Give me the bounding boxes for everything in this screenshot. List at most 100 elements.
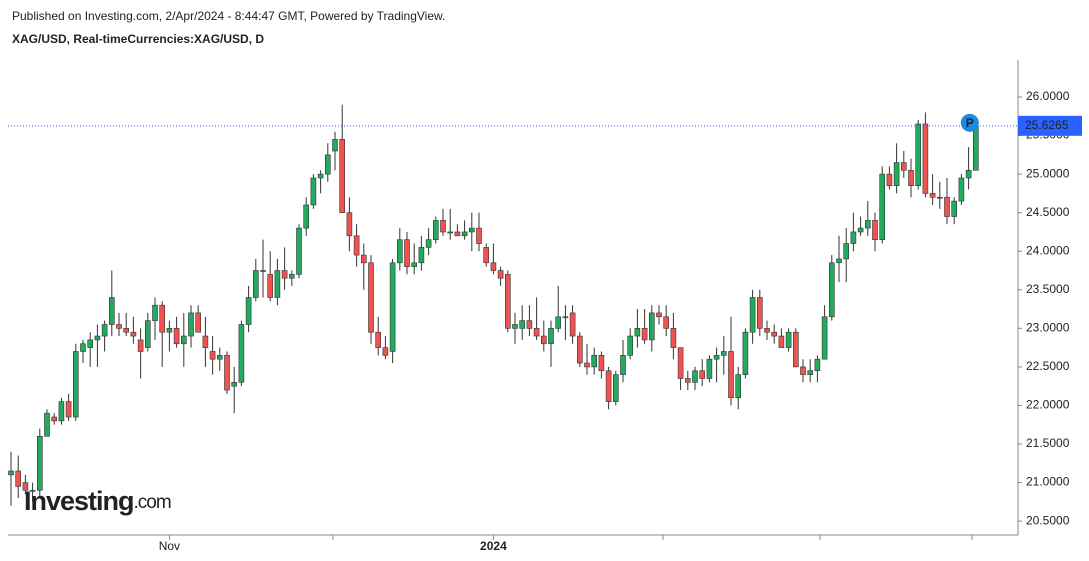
last-price-label: 25.6265 xyxy=(1025,118,1069,132)
candle-body xyxy=(735,374,742,399)
candle-body xyxy=(8,470,14,476)
candle-body xyxy=(346,212,353,237)
candle-body xyxy=(843,243,850,260)
candle-body xyxy=(756,297,763,329)
candle-body xyxy=(382,347,389,356)
candle-body xyxy=(951,200,958,217)
candle-body xyxy=(879,173,886,240)
candle-body xyxy=(310,177,317,206)
candle-body xyxy=(411,262,418,267)
candle-body xyxy=(202,335,209,348)
logo: Investing.com xyxy=(24,486,171,516)
y-tick-label: 20.5000 xyxy=(1026,513,1070,527)
candle-body xyxy=(22,482,29,491)
candle-body xyxy=(850,231,857,244)
candle-body xyxy=(540,335,547,345)
candle-body xyxy=(821,316,828,360)
candle-body xyxy=(195,312,201,333)
candle-body xyxy=(929,193,936,198)
candle-body xyxy=(576,335,583,364)
candle-body xyxy=(936,196,943,199)
candle-body xyxy=(253,270,259,298)
candle-body xyxy=(519,320,526,329)
candle-body xyxy=(533,328,540,337)
candle-body xyxy=(396,239,403,264)
candle-body xyxy=(684,378,691,383)
candle-body xyxy=(620,355,626,375)
candle-body xyxy=(461,231,468,237)
candle-body xyxy=(677,347,684,379)
candle-body xyxy=(915,123,922,186)
candle-body xyxy=(29,489,36,492)
candle-body xyxy=(231,382,237,387)
candle-body xyxy=(145,320,151,348)
candle-body xyxy=(389,262,396,352)
y-tick-label: 21.0000 xyxy=(1026,475,1070,489)
y-tick-label: 24.5000 xyxy=(1026,205,1070,219)
candle-body xyxy=(166,328,173,333)
candle-body xyxy=(512,324,518,329)
candle-body xyxy=(792,331,799,368)
candle-body xyxy=(281,270,288,279)
candle-body xyxy=(656,312,662,318)
candle-body xyxy=(432,220,439,240)
candle-body xyxy=(857,227,864,233)
candle-body xyxy=(526,320,533,329)
candle-body xyxy=(368,262,374,333)
candle-body xyxy=(965,169,972,179)
candle-body xyxy=(274,270,281,298)
candle-body xyxy=(720,351,727,356)
candle-body xyxy=(634,328,641,337)
candle-body xyxy=(217,355,223,360)
marker-label: P xyxy=(966,116,974,130)
candle-body xyxy=(483,247,490,264)
x-tick-label: Nov xyxy=(159,539,180,553)
candle-body xyxy=(238,324,245,383)
candle-body xyxy=(922,123,929,194)
candle-body xyxy=(440,220,446,233)
candle-body xyxy=(663,316,670,329)
y-tick-label: 22.0000 xyxy=(1026,398,1070,412)
plot xyxy=(8,104,979,506)
candle-body xyxy=(814,358,821,372)
candle-body xyxy=(598,355,605,372)
candle-body xyxy=(468,227,475,233)
candle-body xyxy=(627,335,634,356)
candle-body xyxy=(15,470,21,487)
candle-body xyxy=(260,270,266,272)
candle-body xyxy=(303,204,310,229)
candle-body xyxy=(375,331,382,348)
candle-body xyxy=(872,220,878,240)
candle-body xyxy=(152,304,158,321)
candle-body xyxy=(454,231,461,237)
candle-body xyxy=(771,331,778,337)
candle-body xyxy=(504,274,511,329)
y-tick-label: 23.5000 xyxy=(1026,282,1070,296)
candle-body xyxy=(353,235,360,256)
candle-body xyxy=(245,297,252,325)
candle-body xyxy=(836,258,842,264)
candle-body xyxy=(749,297,756,333)
y-tick-label: 26.0000 xyxy=(1026,89,1070,103)
last-price-tag xyxy=(1018,115,1082,136)
candle-body xyxy=(418,247,425,264)
symbol-title: XAG/USD, Real-timeCurrencies:XAG/USD, D xyxy=(12,32,264,46)
candle-body xyxy=(864,220,871,229)
candle-body xyxy=(706,358,713,379)
y-tick-label: 21.5000 xyxy=(1026,436,1070,450)
x-tick-label: 2024 xyxy=(480,539,507,553)
candle-body xyxy=(605,370,612,402)
candle-body xyxy=(51,416,58,422)
candle-body xyxy=(332,139,338,152)
candle-body xyxy=(73,351,79,418)
y-tick-label: 23.0000 xyxy=(1026,321,1070,335)
candle-body xyxy=(828,262,835,318)
candle-body xyxy=(670,328,677,348)
candle-body xyxy=(944,196,950,217)
candle-body xyxy=(267,274,274,298)
candle-body xyxy=(80,343,86,352)
candle-body xyxy=(497,270,504,279)
candle-body xyxy=(58,401,65,422)
logo-name: Investing xyxy=(24,486,134,516)
candle-body xyxy=(94,335,101,341)
